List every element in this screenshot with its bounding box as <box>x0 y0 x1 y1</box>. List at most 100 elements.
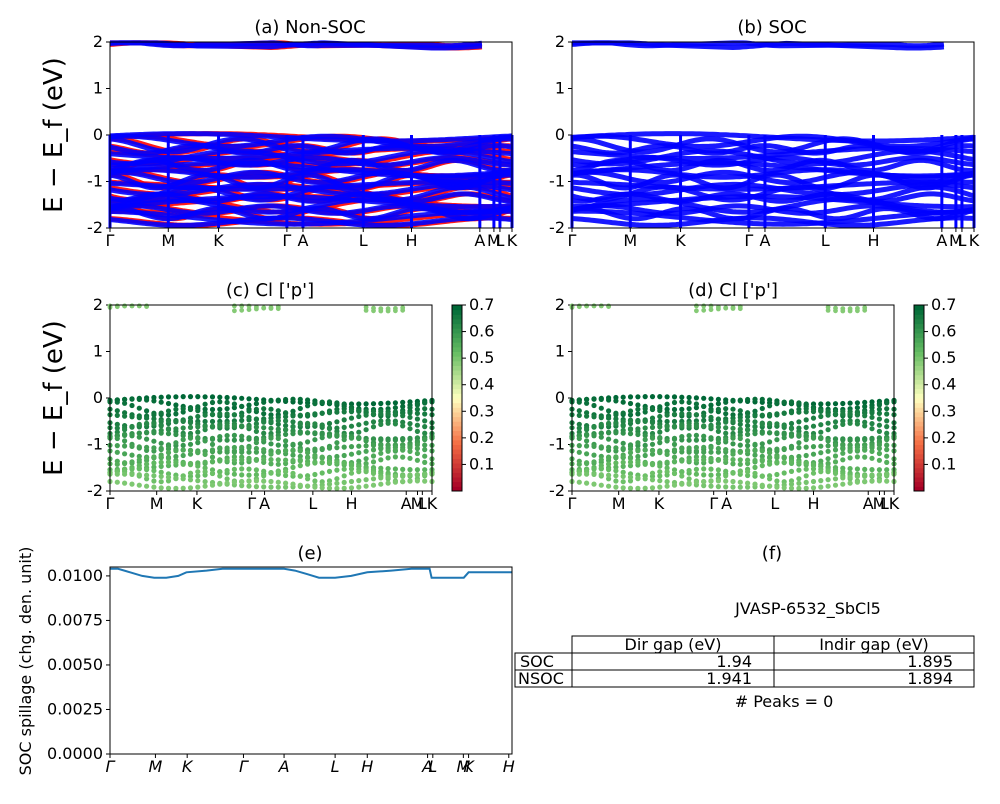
band-point <box>224 411 230 417</box>
band-point <box>862 413 868 419</box>
band-point <box>598 430 604 436</box>
band-point <box>796 445 802 451</box>
band-point <box>187 477 194 483</box>
band-point <box>825 483 831 489</box>
band-point <box>173 448 179 454</box>
band-point <box>723 478 729 484</box>
band-point <box>356 401 362 407</box>
band-point <box>414 457 420 463</box>
band-point <box>326 420 333 427</box>
band-point <box>261 305 267 311</box>
band-point <box>261 478 267 484</box>
band-point <box>730 461 736 467</box>
y-tick-label: 1 <box>93 342 103 361</box>
band-point <box>847 448 853 454</box>
band-point <box>730 451 736 457</box>
band-point <box>745 427 751 433</box>
band-point <box>657 463 663 469</box>
y-tick-label: 1 <box>93 79 103 98</box>
panel-a-frame <box>109 41 513 229</box>
band-point <box>414 472 420 478</box>
band-point <box>151 454 157 460</box>
band-point <box>319 410 325 416</box>
band-point <box>370 482 377 488</box>
colorbar-segment <box>452 328 462 334</box>
band-point <box>231 432 237 438</box>
band-point <box>392 454 398 460</box>
band-point <box>620 430 626 436</box>
colorbar-segment <box>914 458 924 464</box>
band-point <box>290 457 296 464</box>
band-point <box>737 408 743 414</box>
band-point <box>195 473 201 479</box>
x-tick-label: A <box>474 231 485 250</box>
band-point <box>657 440 663 446</box>
band-point <box>400 478 406 485</box>
x-tick-label: K <box>889 494 900 513</box>
band-point <box>781 454 787 460</box>
band-point <box>627 431 634 437</box>
band-point <box>730 470 736 476</box>
band-point <box>584 443 590 449</box>
band-point <box>165 408 172 414</box>
colorbar-segment <box>452 411 462 418</box>
band-point <box>114 435 120 442</box>
band-point <box>414 445 420 452</box>
band-point <box>348 478 355 485</box>
band-point <box>363 448 369 454</box>
x-tick-label: L <box>331 757 340 776</box>
band-point <box>584 460 590 467</box>
band-point <box>392 400 398 406</box>
band-point <box>239 307 245 313</box>
band-point <box>752 419 758 425</box>
band-point <box>715 406 722 412</box>
band-point <box>290 424 296 430</box>
band-point <box>385 420 391 426</box>
x-tick-label: M <box>411 494 425 513</box>
band-point <box>598 482 604 488</box>
x-tick-label: Γ <box>106 231 115 250</box>
band-point <box>745 484 751 490</box>
band-point <box>649 462 656 468</box>
band-point <box>862 305 868 311</box>
band-point <box>788 455 795 461</box>
band-point <box>144 415 150 421</box>
band-point <box>151 460 157 466</box>
colorbar-segment <box>452 393 462 399</box>
band-point <box>290 481 296 487</box>
band-point <box>297 473 303 479</box>
band-point <box>686 423 692 429</box>
x-tick-label: K <box>427 494 438 513</box>
y-tick-label: 0.0100 <box>47 566 103 585</box>
band-point <box>253 424 259 430</box>
band-point <box>693 457 700 463</box>
band-point <box>657 478 663 484</box>
band-point <box>613 464 619 470</box>
band-point <box>312 421 318 427</box>
x-tick-label: M <box>149 757 163 776</box>
band-point <box>671 411 678 417</box>
band-point <box>114 471 120 477</box>
band-point <box>136 430 142 436</box>
band-point <box>752 464 758 470</box>
band-point <box>341 433 347 439</box>
band-point <box>847 411 853 417</box>
band-point <box>693 466 700 472</box>
band-point <box>334 400 340 406</box>
band-point <box>129 452 135 458</box>
band-point <box>759 463 765 469</box>
panel-d-frame <box>571 304 895 492</box>
band-point <box>195 413 201 420</box>
band-point <box>392 479 398 485</box>
band-point <box>261 419 267 425</box>
band-point <box>671 423 678 429</box>
band-point <box>144 420 150 426</box>
band-point <box>231 395 237 401</box>
band-point <box>884 453 890 459</box>
band-point <box>114 443 120 449</box>
band-point <box>326 433 333 439</box>
band-point <box>239 417 245 423</box>
band-point <box>796 440 802 446</box>
band-point <box>209 459 216 465</box>
y-tick-label: -1 <box>549 435 565 454</box>
